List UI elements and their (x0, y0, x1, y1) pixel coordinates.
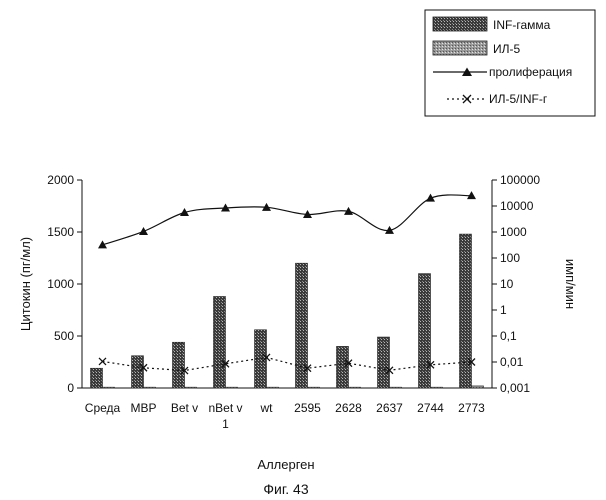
proliferation-point (426, 193, 435, 202)
x-tick-label: 2637 (376, 401, 403, 415)
bar-inf-gamma (213, 296, 226, 389)
x-tick-label: 2773 (458, 401, 485, 415)
bar-il5 (471, 385, 484, 389)
bar-il5 (430, 386, 443, 389)
x-tick-label: Среда (85, 401, 121, 415)
bar-il5 (143, 386, 156, 389)
left-axis-ticks: 0 500 1000 1500 2000 (47, 173, 82, 395)
y-axis-right-title: имп/мин (563, 259, 578, 309)
proliferation-point (221, 203, 230, 212)
legend-swatch-il5 (432, 40, 488, 56)
proliferation-line (102, 194, 472, 246)
bars (90, 233, 484, 389)
ratio-point (98, 357, 107, 366)
right-tick-label: 1 (500, 303, 507, 317)
x-tick-label: 1 (222, 417, 229, 431)
ratio-point (426, 360, 435, 369)
bar-inf-gamma (254, 329, 267, 389)
bar-inf-gamma (336, 346, 349, 389)
left-tick-label: 1000 (47, 277, 74, 291)
bar-inf-gamma (418, 273, 431, 389)
legend-label-ratio: ИЛ-5/INF-г (489, 92, 548, 106)
bar-inf-gamma (459, 233, 472, 389)
left-tick-label: 500 (54, 329, 74, 343)
ratio-point (467, 358, 476, 366)
x-tick-label: nBet v (208, 401, 242, 415)
legend-label-proliferation: пролиферация (489, 65, 572, 79)
bar-il5 (184, 386, 197, 389)
left-tick-label: 2000 (47, 173, 74, 187)
right-tick-label: 100000 (500, 173, 540, 187)
series-lines (98, 191, 476, 375)
right-tick-label: 10 (500, 277, 514, 291)
proliferation-point (385, 225, 394, 234)
proliferation-point (467, 191, 476, 200)
bar-il5 (266, 386, 279, 389)
bar-inf-gamma (295, 262, 308, 389)
proliferation-point (139, 226, 148, 235)
right-tick-label: 10000 (500, 199, 534, 213)
bar-il5 (225, 386, 238, 389)
ratio-point (139, 363, 148, 372)
ratio-point (180, 366, 189, 375)
x-axis-title: Аллерген (257, 457, 314, 472)
x-tick-label: 2628 (335, 401, 362, 415)
legend: INF-гамма ИЛ-5 пролиферация ИЛ-5/INF-г (424, 9, 596, 117)
x-tick-label: MBP (130, 401, 156, 415)
right-tick-label: 0,1 (500, 329, 517, 343)
left-tick-label: 1500 (47, 225, 74, 239)
ratio-point (344, 359, 353, 368)
proliferation-point (262, 202, 271, 211)
proliferation-point (303, 210, 312, 219)
x-tick-label: Bet v (171, 401, 198, 415)
right-tick-label: 1000 (500, 225, 527, 239)
y-axis-title: Цитокин (пг/мл) (18, 237, 33, 331)
proliferation-point (98, 240, 107, 249)
legend-swatch-proliferation (433, 67, 487, 76)
bar-il5 (102, 386, 115, 389)
x-tick-label: 2595 (294, 401, 321, 415)
bar-inf-gamma (131, 355, 144, 389)
legend-swatch-ratio (447, 94, 487, 104)
bar-il5 (389, 386, 402, 389)
x-tick-label: 2744 (417, 401, 444, 415)
left-tick-label: 0 (67, 381, 74, 395)
legend-label-il5: ИЛ-5 (493, 42, 520, 56)
ratio-point (221, 359, 230, 368)
right-tick-label: 100 (500, 251, 520, 265)
bar-inf-gamma (172, 341, 185, 389)
proliferation-point (180, 208, 189, 217)
right-tick-label: 0,001 (500, 381, 530, 395)
ratio-point (303, 364, 312, 373)
ratio-line (102, 356, 472, 372)
bar-il5 (307, 386, 320, 389)
bar-il5 (348, 386, 361, 389)
x-tick-label: wt (260, 401, 274, 415)
legend-label-inf-gamma: INF-гамма (493, 18, 551, 32)
right-axis-ticks: 0,001 0,01 0,1 1 10 100 1000 10000 100000 (492, 173, 540, 395)
bar-inf-gamma (90, 367, 103, 389)
legend-swatch-inf-gamma (432, 16, 488, 32)
bar-inf-gamma (377, 336, 390, 389)
right-tick-label: 0,01 (500, 355, 524, 369)
ratio-point (385, 366, 394, 375)
proliferation-point (344, 206, 353, 215)
x-axis-ticks: Среда MBP Bet v nBet v 1 wt 2595 2628 2637 2744 27… (85, 401, 485, 431)
ratio-point (262, 353, 271, 362)
figure-caption: Фиг. 43 (263, 481, 308, 497)
